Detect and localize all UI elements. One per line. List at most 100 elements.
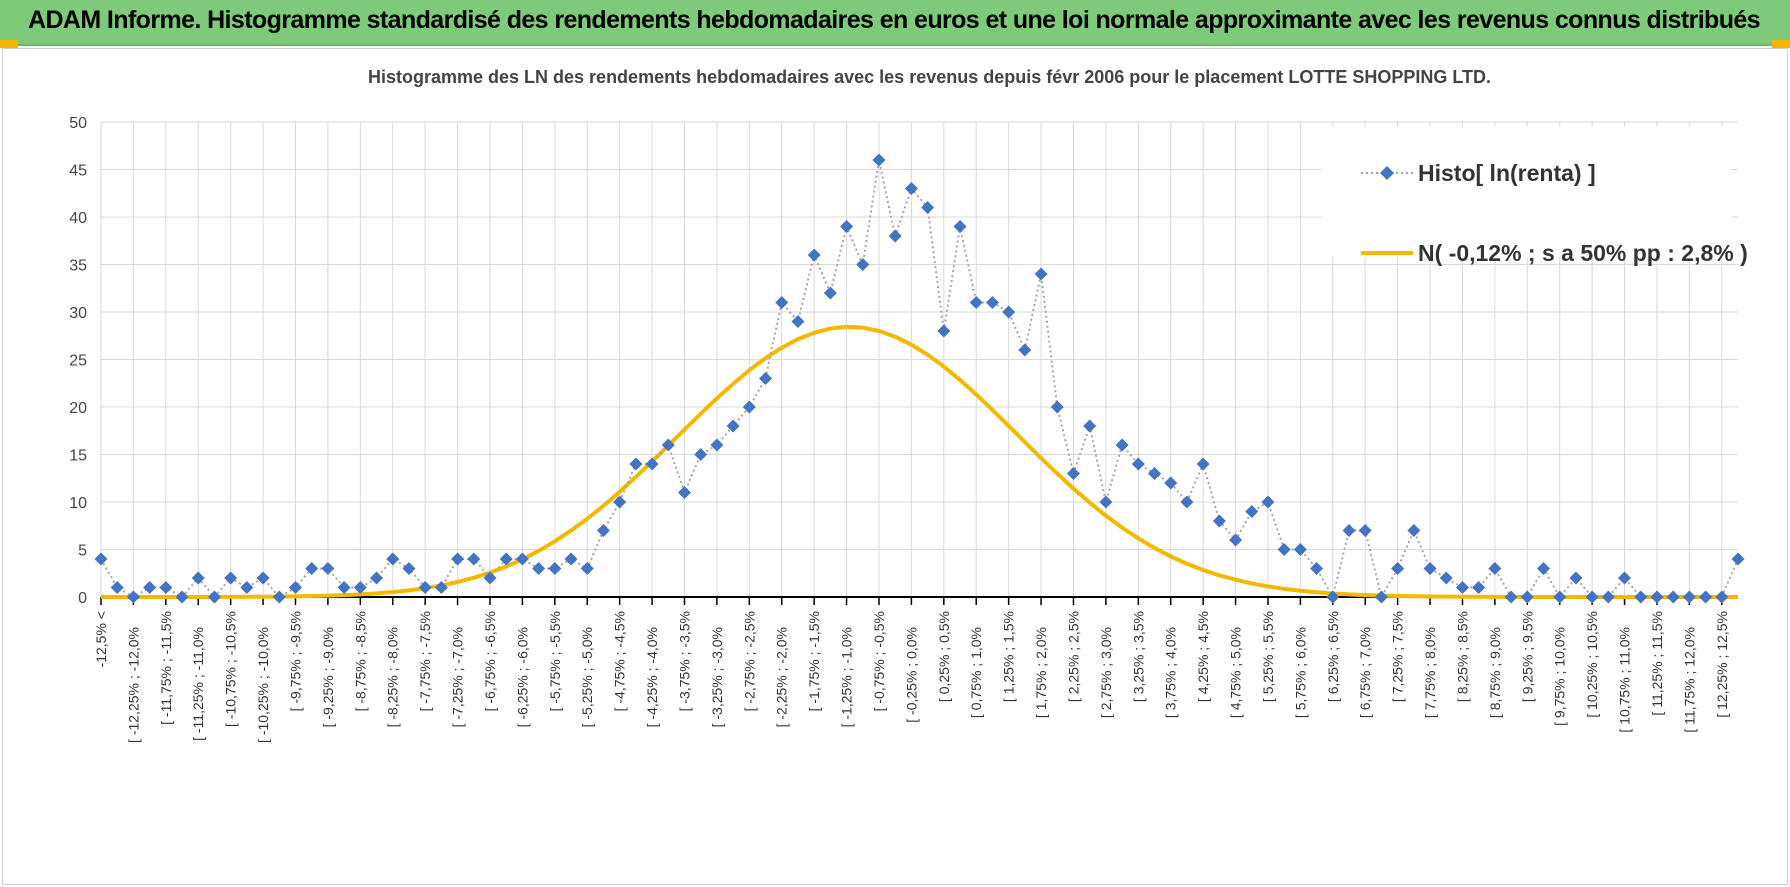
histo-point	[791, 315, 805, 328]
x-tick-label: [ 8,25% ; 8,5%	[1454, 611, 1470, 702]
histo-point	[256, 571, 270, 585]
histo-point	[1245, 505, 1259, 518]
x-tick-label: [ -7,75% ; -7,5%	[417, 611, 433, 711]
x-tick-label: [ 2,25% ; 2,5%	[1065, 611, 1081, 702]
y-tick-label: 50	[69, 115, 87, 132]
x-tick-label: [ -10,75% ; -10,5%	[223, 611, 239, 727]
x-tick-label: [ 0,75% ; 1,0%	[968, 627, 984, 718]
histo-point	[1520, 590, 1534, 604]
histo-point	[1034, 267, 1048, 281]
x-tick-label: [ -10,25% ; -10,0%	[255, 627, 271, 743]
x-tick-label: [ -2,75% ; -2,5%	[741, 611, 757, 711]
x-tick-label: [ -11,75% ; -11,5%	[158, 611, 174, 725]
x-tick-label: [ -4,25% ; -4,0%	[644, 627, 660, 727]
histo-point	[1229, 533, 1243, 547]
y-tick-label: 5	[78, 543, 87, 560]
x-tick-label: [ 5,75% ; 6,0%	[1292, 627, 1308, 718]
histo-point	[1553, 590, 1567, 604]
chart-title: Histogramme des LN des rendements hebdom…	[368, 67, 1491, 87]
histo-point	[580, 562, 594, 575]
histo-point	[191, 571, 205, 585]
histo-point	[1504, 590, 1518, 604]
histo-point	[515, 552, 529, 566]
x-tick-label: [ 3,25% ; 3,5%	[1130, 611, 1146, 702]
histo-point	[1131, 457, 1145, 471]
x-tick-label: [ 4,75% ; 5,0%	[1228, 627, 1244, 718]
x-tick-label: [ -7,25% ; -7,0%	[450, 627, 466, 727]
x-tick-label: [ 10,75% ; 11,0%	[1617, 627, 1633, 733]
histo-point	[1731, 552, 1745, 566]
histo-point	[402, 562, 416, 575]
histogram-chart: Histogramme des LN des rendements hebdom…	[69, 67, 1748, 743]
x-tick-label: -12,5% <	[93, 611, 109, 667]
y-tick-label: 30	[69, 305, 87, 322]
histo-point	[1310, 562, 1324, 575]
histo-point	[288, 581, 302, 594]
chart-frame: Histogramme des LN des rendements hebdom…	[2, 48, 1788, 885]
y-tick-label: 15	[69, 448, 87, 465]
legend-entry-histo: Histo[ ln(renta) ]	[1361, 160, 1596, 186]
x-tick-label: [ -6,25% ; -6,0%	[514, 627, 530, 727]
histo-point	[1018, 343, 1032, 357]
histo-point	[94, 552, 108, 566]
x-tick-label: [ -0,75% ; -0,5%	[871, 611, 887, 711]
histo-point	[742, 400, 756, 414]
histo-point	[370, 571, 384, 585]
x-tick-label: [ 9,75% ; 10,0%	[1552, 627, 1568, 726]
histo-point	[337, 581, 351, 594]
histo-point	[596, 524, 610, 537]
histo-point	[953, 220, 967, 233]
legend-histo-diamond-icon	[1380, 166, 1394, 180]
histo-point	[564, 552, 578, 566]
x-tick-label: [ -1,75% ; -1,5%	[806, 611, 822, 711]
histo-point	[921, 201, 935, 214]
histo-point	[1358, 524, 1372, 537]
histo-point	[175, 590, 189, 604]
x-tick-label: [ -9,75% ; -9,5%	[287, 611, 303, 711]
histo-point	[272, 590, 286, 604]
histo-point	[677, 486, 691, 499]
histo-point	[937, 324, 951, 338]
histo-point	[840, 220, 854, 233]
x-tick-label: [ 11,25% ; 11,5%	[1649, 611, 1665, 716]
histo-point	[1682, 590, 1696, 604]
histo-point	[305, 562, 319, 575]
x-tick-label: [ 4,25% ; 4,5%	[1195, 611, 1211, 702]
x-tick-label: [ -4,75% ; -4,5%	[612, 611, 628, 711]
histo-point	[532, 562, 546, 575]
histo-point	[467, 552, 481, 566]
histo-point	[451, 552, 465, 566]
x-tick-label: [ 11,75% ; 12,0%	[1681, 627, 1697, 733]
histo-point	[1391, 562, 1405, 575]
x-tick-label: [ 1,25% ; 1,5%	[1001, 611, 1017, 702]
histo-point	[1164, 476, 1178, 490]
page-title: ADAM Informe. Histogramme standardisé de…	[28, 6, 1761, 34]
y-tick-label: 25	[69, 353, 87, 370]
legend-histo-label: Histo[ ln(renta) ]	[1418, 160, 1596, 186]
x-tick-label: [ 7,75% ; 8,0%	[1422, 627, 1438, 718]
histo-point	[985, 296, 999, 309]
histo-point	[1277, 543, 1291, 556]
x-tick-label: [ -9,25% ; -9,0%	[320, 627, 336, 727]
histo-point	[159, 581, 173, 594]
y-tick-label: 20	[69, 400, 87, 417]
histo-point	[434, 581, 448, 594]
histo-point	[1148, 467, 1162, 480]
histo-point	[353, 581, 367, 594]
y-tick-label: 0	[78, 590, 87, 607]
histo-point	[1407, 524, 1421, 537]
histo-point	[1699, 590, 1713, 604]
y-tick-label: 35	[69, 258, 87, 275]
x-tick-label: [ 7,25% ; 7,5%	[1390, 611, 1406, 702]
histo-point	[645, 457, 659, 471]
x-tick-label: [ 8,75% ; 9,0%	[1487, 627, 1503, 718]
header-bar: ADAM Informe. Histogramme standardisé de…	[0, 0, 1790, 48]
y-axis-ticks: 0 5 10 15 20 25 30 35 40 45 50	[69, 115, 87, 607]
histo-point	[1212, 514, 1226, 528]
x-tick-label: [ 3,75% ; 4,0%	[1163, 627, 1179, 718]
histo-point	[1293, 543, 1307, 556]
x-tick-label: [ 2,75% ; 3,0%	[1098, 627, 1114, 718]
histo-point	[1050, 400, 1064, 414]
histo-point	[224, 571, 238, 585]
x-tick-label: [ 6,25% ; 6,5%	[1325, 611, 1341, 702]
